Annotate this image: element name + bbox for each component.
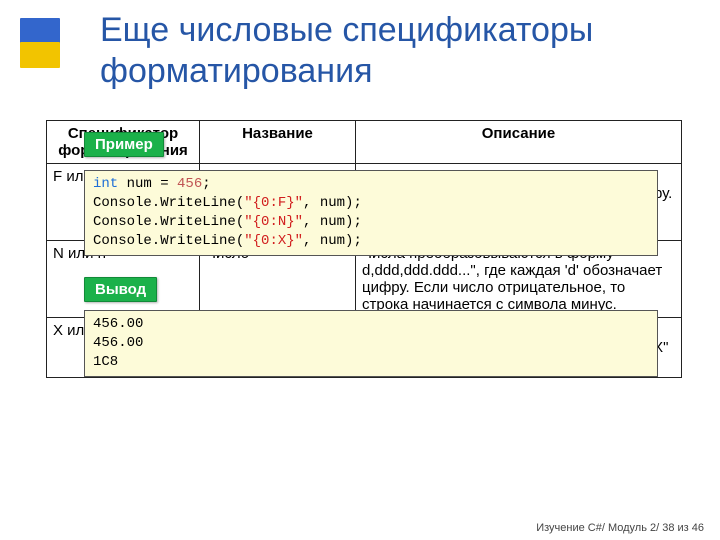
example-badge: Пример xyxy=(84,132,164,157)
header-name: Название xyxy=(200,121,356,164)
code-literal: 456 xyxy=(177,176,202,192)
slide-footer: Изучение C#/ Модуль 2/ 38 из 46 xyxy=(536,522,704,534)
slide-title: Еще числовые спецификаторы форматировани… xyxy=(100,10,593,92)
corner-decoration xyxy=(20,18,60,68)
output-line: 456.00 xyxy=(93,316,143,332)
decor-blue xyxy=(20,18,60,44)
decor-yellow xyxy=(20,42,60,68)
output-line: 1C8 xyxy=(93,354,118,370)
output-badge: Вывод xyxy=(84,277,157,302)
header-desc: Описание xyxy=(356,121,682,164)
title-line-1: Еще числовые спецификаторы xyxy=(100,11,593,49)
title-line-2: форматирования xyxy=(100,52,372,90)
output-line: 456.00 xyxy=(93,335,143,351)
code-example-box: int num = 456; Console.WriteLine("{0:F}"… xyxy=(84,170,658,256)
code-output-box: 456.00 456.00 1C8 xyxy=(84,310,658,377)
